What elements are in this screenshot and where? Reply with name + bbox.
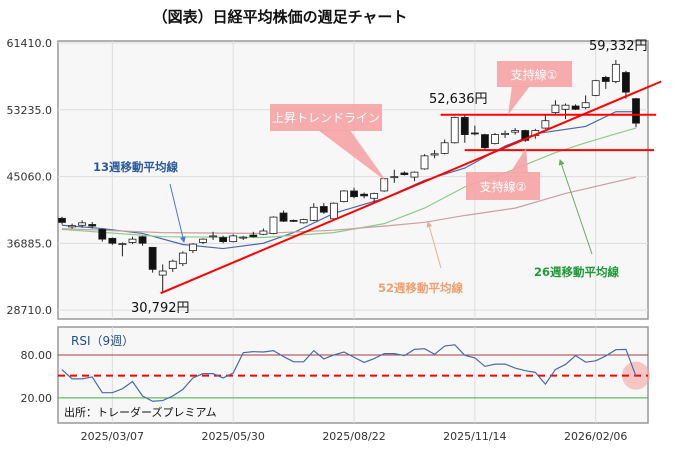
x-tick-label: 2025/05/30: [201, 430, 264, 443]
candle-down: [289, 219, 298, 222]
candle-down: [601, 77, 610, 82]
chart-title: （図表）日経平均株価の週足チャート: [153, 8, 408, 26]
candle-up: [168, 260, 177, 269]
rsi-line: [61, 344, 637, 402]
y-tick-label: 36885.0: [7, 237, 53, 250]
candle-up: [329, 202, 338, 220]
low-price-label: 30,792円: [131, 301, 190, 316]
candle-up: [178, 252, 187, 265]
candle-up: [68, 225, 76, 228]
candle-down: [138, 236, 147, 244]
candle-down: [622, 72, 630, 93]
price-axis: 61410.0 53235.0 45060.0 36885.0 28710.0: [7, 37, 53, 317]
candle-up: [209, 235, 217, 238]
y-tick-label: 53235.0: [7, 104, 53, 117]
candle-down: [148, 246, 157, 270]
candle-up: [420, 155, 429, 170]
candle-down: [521, 130, 530, 141]
callout-support-2: 支持線②: [466, 148, 540, 200]
candle-up: [501, 132, 509, 135]
ma13-arrow-icon: [169, 183, 186, 243]
candle-up: [370, 193, 379, 199]
candle-up: [199, 238, 207, 243]
candle-down: [360, 193, 369, 197]
trend-support-lines: [160, 80, 662, 295]
candle-up: [259, 230, 268, 235]
ma52-label: 52週移動平均線: [378, 281, 464, 295]
rsi-series: [58, 344, 650, 402]
ma52-arrow-icon: [426, 221, 442, 269]
candle-up: [440, 142, 449, 154]
candle-up: [269, 216, 278, 234]
y-tick-label: 61410.0: [7, 37, 53, 50]
candle-up: [299, 219, 308, 224]
callout-support-1: 支持線①: [497, 61, 572, 115]
candle-down: [350, 190, 358, 198]
candle-up: [340, 190, 348, 202]
ma26-arrow-icon: [558, 159, 593, 255]
y-tick-label: 45060.0: [7, 171, 53, 184]
candle-down: [632, 98, 640, 124]
rsi-tick-label: 20.00: [21, 392, 53, 405]
candle-down: [108, 237, 117, 244]
candle-up: [78, 222, 87, 226]
candle-down: [400, 172, 409, 176]
candle-up: [430, 153, 439, 156]
callout-trendline: 上昇トレンドライン: [270, 104, 387, 182]
candle-down: [58, 217, 66, 223]
ma13-label: 13週移動平均線: [93, 160, 179, 174]
support-1-label: 支持線①: [511, 67, 558, 82]
candle-down: [319, 206, 328, 213]
candle-down: [571, 105, 580, 110]
candles: [58, 59, 640, 294]
y-tick-label: 28710.0: [7, 304, 53, 317]
candle-down: [460, 117, 469, 135]
candle-down: [249, 234, 258, 238]
candle-up: [239, 236, 248, 239]
candle-up: [541, 120, 550, 129]
candle-down: [470, 132, 479, 135]
candle-up: [229, 235, 238, 243]
x-tick-label: 2025/08/22: [322, 430, 385, 443]
candle-up: [390, 176, 399, 179]
candle-up: [611, 63, 620, 82]
candle-up: [561, 104, 570, 110]
candle-up: [551, 104, 560, 113]
rsi-title: RSI（9週）: [71, 334, 134, 348]
x-tick-label: 2025/03/07: [81, 430, 144, 443]
candle-up: [591, 80, 600, 96]
candle-down: [279, 212, 288, 222]
candle-down: [219, 237, 228, 243]
candle-down: [98, 228, 107, 240]
candle-up: [511, 130, 520, 133]
candle-down: [481, 134, 489, 149]
candle-up: [380, 178, 389, 192]
x-tick-label: 2026/02/06: [564, 430, 627, 443]
uptrend-line: [160, 80, 662, 295]
candle-up: [581, 102, 590, 109]
support-2-label: 支持線②: [480, 179, 527, 194]
x-tick-label: 2025/11/14: [443, 430, 506, 443]
candle-up: [309, 206, 318, 221]
date-axis: 2025/03/07 2025/05/30 2025/08/22 2025/11…: [81, 430, 628, 443]
candle-up: [128, 238, 137, 243]
candle-up: [189, 243, 197, 251]
candle-up: [491, 134, 499, 144]
ma26-label: 26週移動平均線: [534, 265, 620, 279]
candle-down: [88, 224, 97, 227]
price-panel: [57, 40, 649, 320]
candle-up: [450, 117, 459, 144]
candle-up: [118, 243, 127, 246]
candle-up: [410, 171, 419, 178]
candle-up: [158, 270, 167, 276]
source-note: 出所：トレーダーズプレミアム: [64, 405, 217, 419]
trendline-label: 上昇トレンドライン: [272, 111, 380, 125]
peak-price-label: 52,636円: [429, 92, 488, 107]
high-price-label: 59,332円: [589, 39, 648, 54]
moving-average-line: [61, 111, 636, 250]
rsi-tick-label: 80.00: [21, 349, 53, 362]
